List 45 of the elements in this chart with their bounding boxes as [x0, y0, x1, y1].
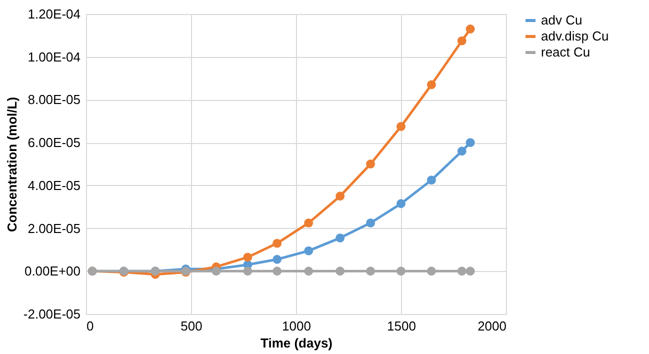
point	[366, 266, 376, 276]
y-tick-label: 1.00E-04	[28, 49, 80, 64]
point	[457, 266, 466, 276]
point	[457, 146, 466, 156]
point	[396, 199, 406, 208]
y-tick-label: 8.00E-05	[28, 92, 80, 108]
point	[304, 218, 314, 228]
point	[336, 192, 345, 201]
legend-label: adv.disp Cu	[541, 28, 609, 44]
y-tick-label: 0.00E+00	[24, 264, 80, 279]
point	[466, 266, 475, 276]
y-tick-label: 2.00E-05	[28, 220, 80, 236]
point	[336, 266, 345, 276]
x-tick-label: 1500	[387, 318, 416, 334]
legend-label: adv Cu	[541, 12, 582, 28]
point	[396, 122, 406, 131]
y-tick-label: 1.20E-04	[28, 6, 80, 22]
point	[336, 233, 345, 242]
y-tick-label: 6.00E-05	[28, 135, 80, 150]
point	[396, 266, 406, 276]
point	[426, 80, 436, 90]
point	[272, 254, 282, 264]
point	[243, 266, 252, 276]
point	[212, 266, 221, 276]
point	[304, 246, 314, 256]
y-tick-label: -2.00E-05	[23, 306, 80, 322]
point	[304, 266, 314, 276]
point	[272, 266, 282, 276]
point	[466, 138, 475, 148]
point	[366, 218, 376, 228]
point	[426, 176, 436, 185]
x-tick-label: 500	[180, 318, 202, 334]
point	[366, 160, 376, 168]
point	[272, 238, 282, 248]
y-axis-title: Concentration (mol/L)	[4, 96, 20, 232]
point	[457, 36, 466, 46]
x-tick-label: 0	[86, 318, 94, 334]
x-tick-label: 2000	[478, 318, 506, 334]
y-tick-label: 4.00E-05	[28, 178, 80, 193]
legend-label: react Cu	[541, 44, 590, 60]
x-tick-label: 1000	[282, 318, 311, 334]
point	[426, 266, 436, 276]
point	[466, 24, 475, 34]
x-axis-title: Time (days)	[260, 336, 333, 350]
point	[243, 252, 252, 262]
